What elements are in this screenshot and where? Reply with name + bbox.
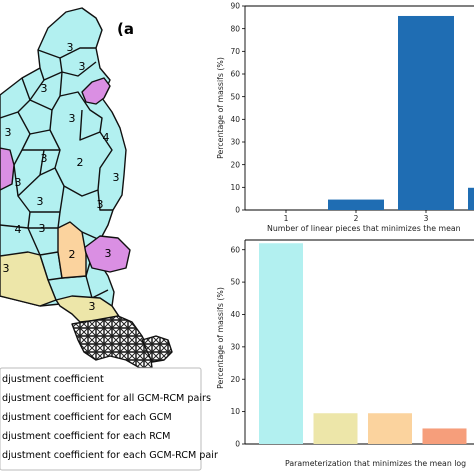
chart-bar [468,187,474,210]
x-tick-label: 3 [424,214,429,223]
massif-label: 3 [37,195,44,208]
massif-label: 2 [69,248,76,261]
massif-label: 3 [41,82,48,95]
x-tick-label: 2 [354,214,359,223]
y-tick-label: 0 [235,440,240,449]
legend-entry: djustment coefficient for each RCM [2,431,170,442]
chart-top-x-label: Number of linear pieces that minimizes t… [267,224,461,233]
y-tick-label: 20 [230,160,240,169]
y-tick-label: 20 [230,375,240,384]
y-tick-label: 40 [230,115,240,124]
legend-entry: djustment coefficient [2,374,104,385]
massif-label: 3 [67,41,74,54]
y-tick-label: 50 [230,92,240,101]
massif-label: 3 [41,152,48,165]
chart-bar [328,199,384,210]
massif-label: 3 [97,198,104,211]
massif-label: 3 [79,60,86,73]
legend-entry: djustment coefficient for all GCM-RCM pa… [2,393,211,404]
chart-bar [422,428,467,444]
massif-label: 2 [77,156,84,169]
massif-orange [57,221,87,279]
chart-bottom-y-label: Percentage of massifs (%) [216,287,225,389]
y-tick-label: 60 [230,245,240,254]
massif-hatched-1 [71,315,153,369]
legend-frame [0,367,202,471]
massif-label: 3 [113,171,120,184]
massif-label: 3 [15,176,22,189]
chart-top-y-label: Percentage of massifs (%) [216,57,225,159]
chart-bar [313,413,358,444]
panel-label: (a [117,20,134,38]
y-tick-label: 50 [230,278,240,287]
massif-purple-3 [83,235,131,273]
y-tick-label: 80 [230,24,240,33]
chart-bottom-x-label: Parameterization that minimizes the mean… [285,459,466,468]
chart-bar [398,15,454,211]
massif-label: 3 [69,112,76,125]
y-tick-label: 0 [235,206,240,215]
map-legend: djustment coefficient djustment coeffici… [0,367,218,471]
y-tick-label: 90 [230,2,240,11]
chart-bar [368,413,412,444]
y-tick-label: 60 [230,70,240,79]
massif-map [0,7,173,369]
massif-label: 3 [5,126,12,139]
massif-purple-1 [81,77,111,105]
x-tick-label: 1 [284,214,289,223]
massif-label: 4 [15,223,22,236]
y-tick-label: 40 [230,310,240,319]
y-tick-label: 30 [230,138,240,147]
massif-label: 3 [89,300,96,313]
chart-bar [259,243,303,444]
massif-purple-2 [0,147,15,191]
y-tick-label: 10 [230,183,240,192]
massif-label: 3 [105,247,112,260]
massif-label: 3 [3,262,10,275]
massif-hatched-2 [141,335,173,363]
y-tick-label: 30 [230,342,240,351]
legend-entry: djustment coefficient for each GCM [2,412,172,423]
y-tick-label: 70 [230,47,240,56]
legend-entry: djustment coefficient for each GCM-RCM p… [2,450,218,461]
massif-label: 4 [103,131,110,144]
y-tick-label: 10 [230,407,240,416]
massif-label: 3 [39,222,46,235]
